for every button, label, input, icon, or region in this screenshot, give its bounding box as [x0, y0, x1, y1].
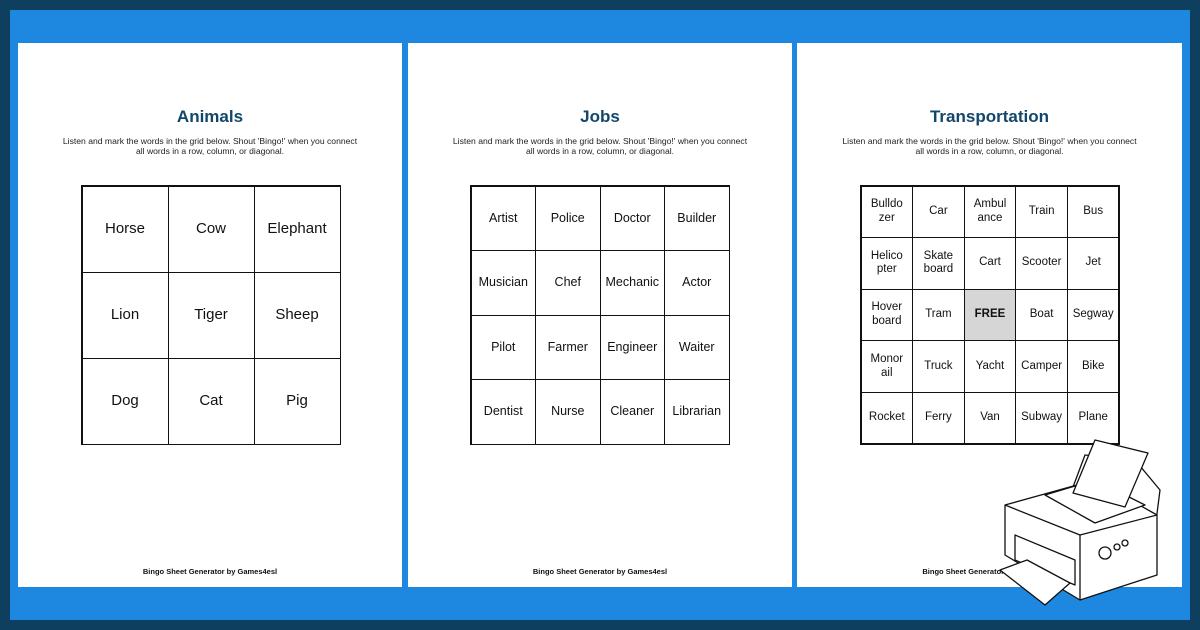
bingo-cell: Nurse	[535, 379, 601, 445]
bingo-cell: Cart	[963, 237, 1017, 290]
bingo-cell: Train	[1015, 185, 1068, 239]
bingo-cell: Actor	[664, 250, 730, 316]
bingo-grid: Bulldozer Car Ambulance Train Bus Helicopter S…	[860, 185, 1120, 445]
bingo-grid: Artist Police Doctor Builder Musician Chef Mec…	[470, 185, 730, 445]
sheet-footer: Bingo Sheet Generator by Games4esl	[922, 567, 1057, 576]
sheet-instructions: Listen and mark the words in the grid be…	[452, 136, 748, 156]
bingo-cell: Yacht	[963, 340, 1017, 393]
sheet-instructions: Listen and mark the words in the grid be…	[842, 136, 1137, 156]
bingo-cell: Doctor	[599, 185, 665, 251]
bingo-cell: Mechanic	[599, 250, 665, 316]
bingo-cell: Musician	[470, 250, 536, 316]
bingo-cell: Monorail	[860, 340, 914, 393]
bingo-cell: Builder	[664, 185, 730, 251]
sheet-animals: Animals Listen and mark the words in the…	[18, 43, 402, 587]
bingo-cell: Horse	[81, 185, 169, 273]
bingo-cell: Truck	[912, 340, 965, 393]
bingo-cell: Bulldozer	[860, 185, 914, 239]
sheet-instructions: Listen and mark the words in the grid be…	[62, 136, 358, 156]
bingo-cell: Police	[535, 185, 601, 251]
sheet-title: Transportation	[929, 107, 1049, 126]
bingo-cell: Rocket	[860, 391, 914, 445]
bingo-cell: Hoverboard	[860, 288, 914, 342]
bingo-cell: Car	[912, 185, 965, 239]
bingo-cell: Scooter	[1015, 237, 1068, 290]
sheet-footer: Bingo Sheet Generator by Games4esl	[142, 567, 278, 576]
bingo-cell: Helicopter	[860, 237, 914, 290]
sheet-footer: Bingo Sheet Generator by Games4esl	[532, 567, 668, 576]
bingo-cell: Jet	[1066, 237, 1120, 290]
bingo-cell: Engineer	[599, 314, 665, 380]
bingo-cell: Artist	[470, 185, 536, 251]
bingo-cell: Tram	[912, 288, 965, 342]
bingo-cell: Tiger	[167, 271, 255, 359]
bingo-cell: Pilot	[470, 314, 536, 380]
bingo-cell: Boat	[1015, 288, 1068, 342]
sheet-jobs: Jobs Listen and mark the words in the gr…	[408, 43, 792, 587]
bingo-cell: Camper	[1015, 340, 1068, 393]
bingo-cell: Cat	[167, 357, 255, 445]
bingo-cell: Cleaner	[599, 379, 665, 445]
bingo-cell: Skateboard	[912, 237, 965, 290]
printer-icon	[999, 439, 1161, 606]
bingo-cell: Sheep	[253, 271, 341, 359]
sheet-title: Animals	[176, 107, 244, 126]
bingo-cell: Bike	[1066, 340, 1120, 393]
bingo-cell: Pig	[253, 357, 341, 445]
free-cell: FREE	[963, 288, 1017, 342]
bingo-cell: Dog	[81, 357, 169, 445]
bingo-cell: Ambulance	[963, 185, 1017, 239]
bingo-cell: Ferry	[912, 391, 965, 445]
bingo-cell: Bus	[1066, 185, 1120, 239]
sheet-title: Jobs	[580, 107, 620, 126]
bingo-cell: Chef	[535, 250, 601, 316]
bingo-cell: Cow	[167, 185, 255, 273]
bingo-cell: Librarian	[664, 379, 730, 445]
bingo-cell: Farmer	[535, 314, 601, 380]
bingo-grid: Horse Cow Elephant Lion Tiger Sheep Dog Cat Pig	[81, 185, 341, 445]
bingo-cell: Dentist	[470, 379, 536, 445]
bingo-cell: Lion	[81, 271, 169, 359]
bingo-cell: Segway	[1066, 288, 1120, 342]
bingo-cell: Elephant	[253, 185, 341, 273]
bingo-cell: Waiter	[664, 314, 730, 380]
